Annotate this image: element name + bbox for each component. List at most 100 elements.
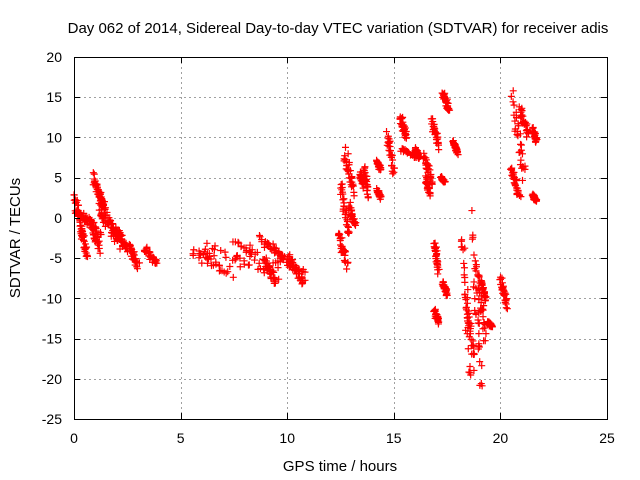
data-point — [433, 250, 441, 258]
data-point — [519, 112, 527, 120]
data-point — [470, 251, 478, 259]
x-tick-label: 25 — [599, 430, 615, 446]
data-point — [507, 92, 515, 100]
y-tick-label: 20 — [46, 49, 62, 65]
data-point — [435, 318, 443, 326]
data-point — [346, 167, 354, 175]
data-point — [229, 273, 237, 281]
data-point — [425, 184, 433, 192]
data-point — [195, 247, 203, 255]
data-point — [481, 337, 489, 345]
data-point — [386, 137, 394, 145]
data-point — [206, 252, 214, 260]
data-point — [521, 162, 529, 170]
y-tick-label: -5 — [50, 250, 63, 266]
data-point — [201, 245, 209, 253]
data-point — [427, 173, 435, 181]
x-tick-label: 10 — [279, 430, 295, 446]
y-tick-label: 0 — [54, 210, 62, 226]
data-point — [482, 330, 490, 338]
data-point — [132, 255, 140, 263]
data-point — [242, 248, 250, 256]
y-tick-label: 5 — [54, 170, 62, 186]
data-point — [90, 170, 98, 178]
data-point — [245, 261, 253, 269]
data-point — [263, 241, 271, 249]
data-point — [463, 299, 471, 307]
data-point — [80, 209, 88, 217]
data-point — [446, 106, 454, 114]
data-point — [253, 248, 261, 256]
data-point — [256, 233, 264, 241]
data-point — [78, 222, 86, 230]
data-point — [460, 259, 468, 267]
data-point — [91, 225, 99, 233]
data-point — [475, 330, 483, 338]
data-point — [221, 248, 229, 256]
data-point — [341, 251, 349, 259]
data-point — [467, 371, 475, 379]
data-point — [359, 184, 367, 192]
data-point — [510, 101, 518, 109]
data-point — [105, 221, 113, 229]
data-point — [341, 143, 349, 151]
axis-ticks — [74, 57, 608, 420]
data-point — [361, 169, 369, 177]
data-point — [274, 264, 282, 272]
data-point — [212, 258, 220, 266]
data-point — [475, 342, 483, 350]
data-point — [459, 246, 467, 254]
data-point — [224, 268, 232, 276]
data-point — [349, 182, 357, 190]
data-point — [390, 168, 398, 176]
x-axis-label: GPS time / hours — [283, 458, 397, 475]
data-point — [135, 259, 143, 267]
data-point — [112, 223, 120, 231]
data-point — [458, 236, 466, 244]
data-point — [289, 256, 297, 264]
data-point — [470, 350, 478, 358]
data-point — [222, 253, 230, 261]
data-point — [350, 188, 358, 196]
x-tick-label: 20 — [493, 430, 509, 446]
data-point — [466, 363, 474, 371]
data-point — [430, 239, 438, 247]
data-point — [460, 264, 468, 272]
data-point — [471, 257, 479, 265]
data-point — [426, 166, 434, 174]
data-point — [337, 184, 345, 192]
data-point — [402, 128, 410, 136]
data-point — [462, 303, 470, 311]
data-point — [517, 106, 525, 114]
data-point — [236, 263, 244, 271]
data-point — [199, 251, 207, 259]
data-point — [512, 114, 520, 122]
data-point — [518, 150, 526, 158]
data-point — [519, 176, 527, 184]
data-point — [501, 299, 509, 307]
data-point — [251, 256, 259, 264]
data-point — [256, 265, 264, 273]
data-point — [226, 263, 234, 271]
data-point — [255, 259, 263, 267]
data-point — [130, 248, 138, 256]
data-point — [217, 246, 225, 254]
data-point — [435, 146, 443, 154]
y-tick-label: -20 — [42, 371, 62, 387]
data-point — [399, 113, 407, 121]
data-point — [445, 104, 453, 112]
data-point — [270, 274, 278, 282]
data-point — [424, 165, 432, 173]
data-point — [421, 154, 429, 162]
data-point — [426, 189, 434, 197]
y-tick-labels: 20 15 10 5 0 -5 -10 -15 -20 -25 — [42, 49, 62, 427]
y-axis-label: SDTVAR / TECUs — [7, 178, 24, 298]
data-point — [240, 257, 248, 265]
data-point — [344, 258, 352, 266]
y-tick-label: 10 — [46, 129, 62, 145]
data-point — [433, 130, 441, 138]
data-point — [232, 255, 240, 263]
data-point — [517, 141, 525, 149]
data-point — [338, 180, 346, 188]
